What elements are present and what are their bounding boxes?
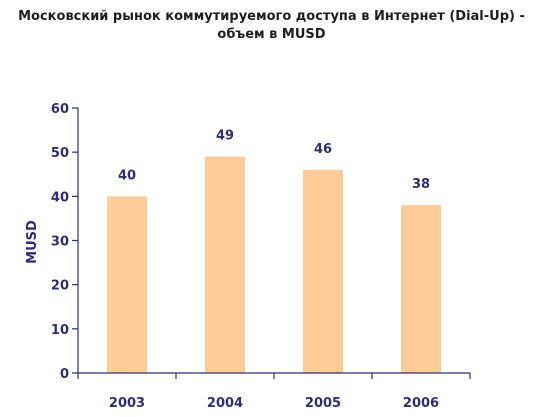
x-tick-label: 2003 [109, 396, 145, 411]
y-tick-label: 30 [51, 235, 69, 250]
y-tick-label: 50 [51, 146, 69, 161]
x-tick-label: 2004 [207, 396, 243, 411]
y-tick-label: 10 [51, 323, 69, 338]
x-axis: 2003 2004 2005 2006 [77, 372, 471, 411]
y-axis: 0 10 20 30 40 50 60 [51, 102, 79, 382]
bar [205, 156, 245, 373]
y-tick-label: 20 [51, 279, 69, 294]
bar [401, 205, 441, 373]
x-tick-label: 2005 [305, 396, 341, 411]
data-label: 49 [216, 129, 234, 144]
data-label: 46 [314, 142, 332, 157]
y-axis-label: MUSD [25, 220, 40, 264]
chart-title-line-1: Московский рынок коммутируемого доступа … [18, 9, 525, 24]
bar [303, 169, 343, 373]
data-label: 38 [412, 177, 430, 192]
y-tick-label: 0 [60, 367, 69, 382]
bars: 40 49 46 38 [107, 129, 441, 373]
y-tick-label: 40 [51, 190, 69, 205]
data-label: 40 [118, 168, 136, 183]
bar [107, 196, 147, 373]
y-tick-label: 60 [51, 102, 69, 117]
x-tick-label: 2006 [403, 396, 439, 411]
chart-title-line-2: объем в MUSD [217, 27, 326, 42]
chart-title: Московский рынок коммутируемого доступа … [0, 8, 543, 44]
